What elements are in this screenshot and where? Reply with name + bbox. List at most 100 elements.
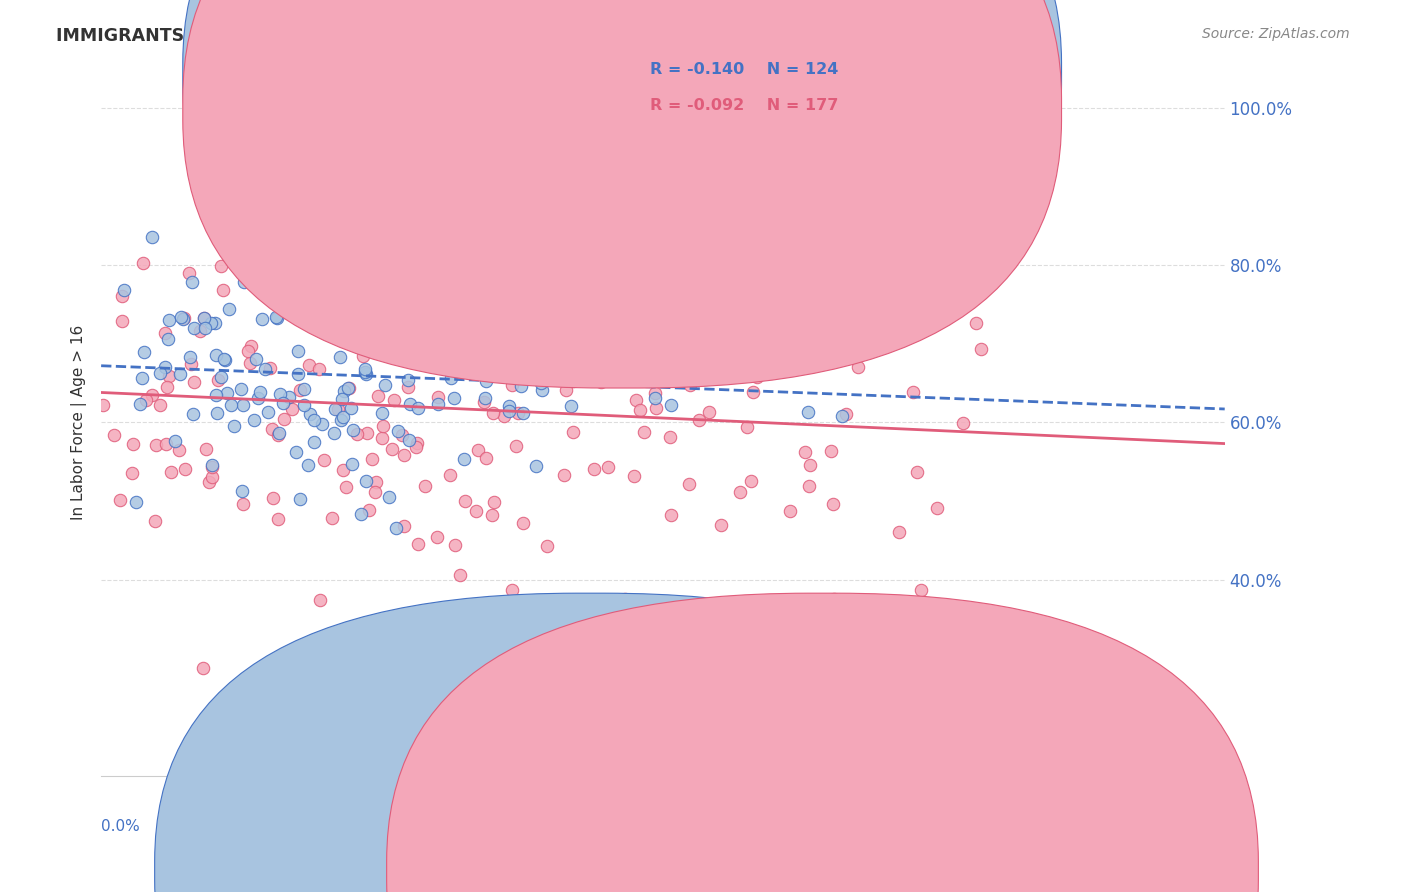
Point xyxy=(589,375,612,389)
Point xyxy=(551,296,574,310)
Point xyxy=(232,398,254,412)
Point xyxy=(354,365,377,379)
Point xyxy=(112,283,135,297)
Point xyxy=(292,398,315,412)
Point xyxy=(245,351,267,366)
Point xyxy=(799,458,821,473)
Point xyxy=(273,412,295,426)
Point xyxy=(131,370,153,384)
Point xyxy=(440,370,463,384)
Point xyxy=(321,248,343,262)
Point xyxy=(170,310,193,324)
Point xyxy=(735,419,758,434)
Point xyxy=(143,514,166,528)
Point xyxy=(238,344,260,359)
Point xyxy=(367,389,389,403)
Point xyxy=(659,430,682,444)
Point xyxy=(305,290,328,304)
Point xyxy=(193,311,215,326)
Point xyxy=(678,477,700,491)
Point xyxy=(212,352,235,367)
Point xyxy=(326,298,349,312)
Point xyxy=(492,409,515,424)
Point xyxy=(91,398,114,412)
Point xyxy=(645,401,668,416)
Point xyxy=(927,500,949,515)
Point xyxy=(373,377,395,392)
Point xyxy=(436,328,458,343)
Point xyxy=(285,445,308,459)
Point xyxy=(298,358,321,372)
Point xyxy=(246,391,269,405)
Point xyxy=(554,373,576,387)
Point xyxy=(319,186,342,201)
Point xyxy=(249,384,271,399)
Point xyxy=(512,516,534,530)
Point xyxy=(371,419,394,434)
Point xyxy=(965,316,987,330)
Point xyxy=(742,343,765,357)
Point xyxy=(378,491,401,505)
Point xyxy=(524,459,547,474)
Point xyxy=(392,448,415,462)
Point xyxy=(103,428,125,442)
Point xyxy=(415,479,437,493)
Point xyxy=(745,340,768,354)
Point xyxy=(231,483,253,498)
Point xyxy=(474,374,496,388)
Point xyxy=(145,438,167,452)
Point xyxy=(486,349,509,363)
Point xyxy=(321,306,343,320)
Point xyxy=(149,399,172,413)
Point xyxy=(910,583,932,598)
Point xyxy=(449,568,471,582)
Point xyxy=(329,350,352,364)
Point xyxy=(536,349,558,363)
Point xyxy=(181,407,204,421)
Point xyxy=(204,316,226,330)
Point xyxy=(332,384,354,398)
Point xyxy=(292,382,315,396)
Point xyxy=(288,383,311,397)
Point xyxy=(394,518,416,533)
Point xyxy=(644,386,666,401)
Point xyxy=(132,345,155,359)
Point xyxy=(302,434,325,449)
Point xyxy=(141,230,163,244)
Point xyxy=(215,386,238,401)
Point xyxy=(396,373,419,387)
Point xyxy=(501,582,523,597)
Point xyxy=(332,392,354,407)
Point xyxy=(797,479,820,493)
Point xyxy=(779,504,801,518)
Point xyxy=(444,538,467,552)
Point xyxy=(160,465,183,479)
Point xyxy=(245,234,267,248)
Point xyxy=(167,443,190,458)
Point xyxy=(797,405,820,419)
Point xyxy=(531,384,554,398)
Point xyxy=(631,298,654,312)
Point xyxy=(970,343,993,357)
Point xyxy=(266,512,288,526)
Point xyxy=(835,408,858,422)
Point xyxy=(209,259,232,273)
Point xyxy=(470,335,492,350)
Point xyxy=(340,401,363,416)
Point xyxy=(821,497,844,511)
Point xyxy=(231,254,253,268)
Point xyxy=(697,324,720,338)
Point xyxy=(201,458,224,473)
Point xyxy=(415,327,437,342)
Point xyxy=(399,397,422,411)
Point xyxy=(173,311,195,326)
Point xyxy=(219,398,242,412)
Point xyxy=(831,409,853,423)
Point xyxy=(194,321,217,335)
Point xyxy=(157,312,180,326)
Point xyxy=(420,271,443,285)
Point xyxy=(253,362,276,376)
Point xyxy=(190,324,212,338)
Point xyxy=(439,468,461,483)
Point xyxy=(426,390,449,404)
